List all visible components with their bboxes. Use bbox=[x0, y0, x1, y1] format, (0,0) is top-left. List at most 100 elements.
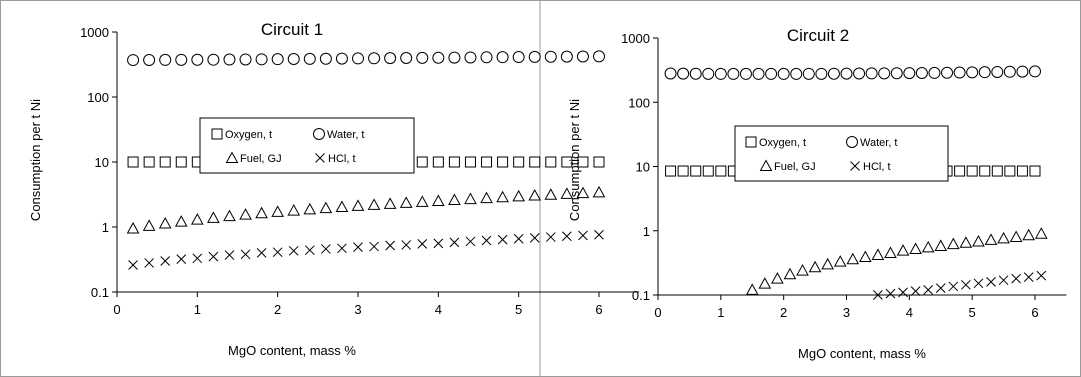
data-point bbox=[577, 156, 589, 168]
legend-frame bbox=[734, 125, 949, 182]
x-tick-label: 5 bbox=[969, 305, 976, 320]
legend-item-fuel: Fuel, GJ bbox=[759, 159, 816, 173]
data-point bbox=[496, 190, 509, 203]
data-point bbox=[417, 239, 428, 249]
data-point bbox=[771, 272, 784, 284]
data-point bbox=[144, 258, 154, 268]
data-point bbox=[256, 248, 267, 258]
data-point bbox=[481, 235, 492, 246]
legend-symbol bbox=[846, 136, 858, 148]
data-point bbox=[207, 53, 220, 66]
data-point bbox=[783, 267, 797, 280]
data-point bbox=[529, 156, 541, 168]
data-point bbox=[690, 165, 702, 177]
data-point bbox=[802, 67, 815, 80]
data-point bbox=[191, 53, 204, 66]
x-tick-label: 0 bbox=[654, 305, 661, 320]
data-point bbox=[560, 50, 573, 63]
data-point bbox=[544, 50, 557, 63]
data-point bbox=[304, 245, 315, 256]
legend-item-oxygen: Oxygen, t bbox=[745, 136, 806, 149]
data-point bbox=[449, 237, 460, 248]
data-point bbox=[448, 193, 461, 206]
y-tick-label: 0.1 bbox=[632, 288, 650, 303]
data-point bbox=[959, 236, 973, 248]
data-point bbox=[158, 217, 172, 229]
data-point bbox=[896, 244, 910, 256]
chart-panel-circuit-1: 0.1 1 10 100 1000 0 1 2 3 4 5 6 Circuit 1 Consumpti… bbox=[28, 20, 640, 358]
data-point bbox=[319, 201, 333, 214]
data-point bbox=[1023, 272, 1034, 282]
data-point bbox=[352, 52, 364, 65]
data-point bbox=[1034, 227, 1048, 239]
series-water-t bbox=[664, 65, 1041, 80]
chart-title: Circuit 2 bbox=[787, 26, 849, 45]
data-point bbox=[715, 165, 727, 177]
data-point bbox=[890, 67, 903, 80]
data-point bbox=[127, 156, 139, 168]
data-point bbox=[1011, 273, 1022, 284]
data-point bbox=[464, 51, 477, 64]
data-point bbox=[255, 206, 268, 219]
data-point bbox=[255, 53, 268, 66]
data-point bbox=[921, 240, 935, 253]
legend-label-hcl: HCl, t bbox=[328, 153, 356, 165]
chart-panel-circuit-2: 0.1 1 10 100 1000 0 1 2 3 4 5 6 Circuit 2 Consumpti… bbox=[567, 26, 1067, 361]
data-point bbox=[143, 156, 155, 168]
data-point bbox=[464, 192, 477, 205]
data-point bbox=[432, 156, 444, 168]
data-point bbox=[909, 242, 922, 254]
data-point bbox=[808, 260, 822, 273]
legend-marker-square bbox=[745, 136, 757, 148]
data-point bbox=[416, 51, 429, 64]
series-hcl-t bbox=[128, 229, 604, 270]
legend-marker-x bbox=[850, 161, 860, 171]
data-point bbox=[984, 233, 998, 245]
data-point bbox=[337, 243, 347, 254]
legend-symbol bbox=[211, 128, 223, 140]
legend-item-fuel: Fuel, GJ bbox=[225, 151, 282, 165]
data-point bbox=[884, 246, 897, 259]
data-point bbox=[1004, 165, 1016, 177]
data-point bbox=[303, 52, 316, 65]
data-point bbox=[224, 250, 235, 260]
legend-item-hcl: HCl, t bbox=[315, 153, 356, 165]
data-point bbox=[702, 67, 715, 80]
data-point bbox=[159, 53, 172, 66]
x-tick-label: 0 bbox=[113, 302, 120, 317]
data-point bbox=[208, 251, 219, 262]
data-point bbox=[840, 67, 853, 80]
data-point bbox=[159, 156, 171, 168]
data-point bbox=[948, 281, 959, 292]
data-point bbox=[677, 67, 690, 80]
data-point bbox=[223, 209, 236, 222]
data-point bbox=[664, 67, 677, 80]
data-point bbox=[240, 249, 251, 260]
data-point bbox=[545, 232, 556, 242]
data-point bbox=[529, 233, 540, 243]
data-point bbox=[174, 215, 188, 227]
data-point bbox=[1009, 230, 1023, 242]
data-point bbox=[480, 51, 493, 64]
y-tick-label: 0.1 bbox=[91, 285, 109, 300]
x-tick-label: 6 bbox=[1031, 305, 1038, 320]
data-point bbox=[665, 165, 677, 177]
legend-item-water: Water, t bbox=[846, 136, 898, 149]
legend-marker-triangle bbox=[225, 151, 239, 163]
data-point bbox=[853, 67, 866, 80]
data-point bbox=[898, 287, 908, 298]
data-point bbox=[383, 197, 397, 209]
data-point bbox=[239, 208, 252, 220]
data-point bbox=[935, 283, 946, 293]
data-point bbox=[966, 66, 979, 79]
legend-item-oxygen: Oxygen, t bbox=[211, 128, 272, 141]
x-tick-label: 2 bbox=[274, 302, 281, 317]
data-point bbox=[353, 242, 363, 252]
data-point bbox=[545, 156, 557, 168]
data-point bbox=[288, 245, 299, 256]
data-point bbox=[865, 67, 878, 80]
data-point bbox=[689, 67, 702, 80]
data-point bbox=[432, 51, 445, 64]
data-point bbox=[287, 204, 301, 216]
data-point bbox=[497, 156, 509, 168]
